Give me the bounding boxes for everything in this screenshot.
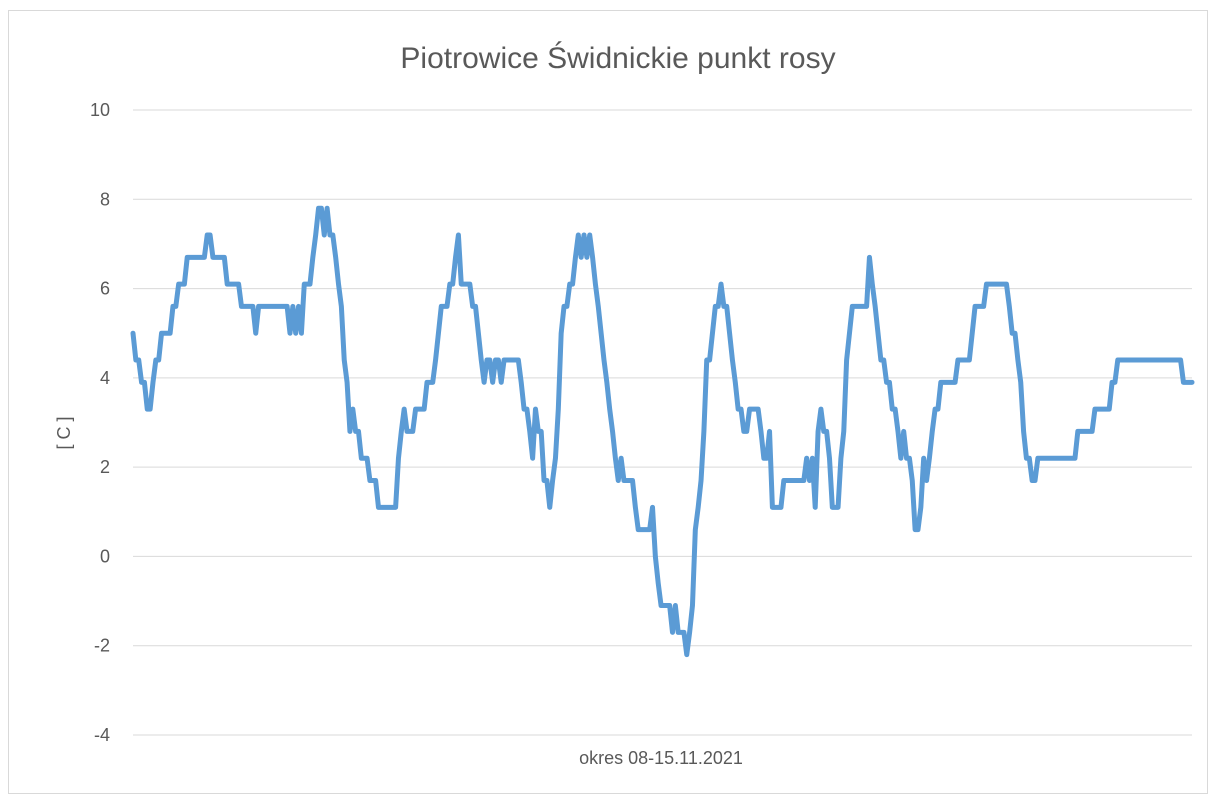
y-tick-label: 2 bbox=[100, 457, 110, 477]
y-axis-title: [ C ] bbox=[54, 416, 74, 449]
y-tick-label: 0 bbox=[100, 546, 110, 566]
x-axis-title: okres 08-15.11.2021 bbox=[579, 748, 743, 768]
y-tick-label: 6 bbox=[100, 279, 110, 299]
dew-point-series-line bbox=[130, 205, 1195, 658]
chart-title: Piotrowice Świdnickie punkt rosy bbox=[400, 41, 835, 75]
y-tick-label: -4 bbox=[94, 725, 110, 745]
y-tick-label: 10 bbox=[90, 100, 110, 120]
gridlines bbox=[133, 109, 1192, 736]
series-layer bbox=[130, 205, 1195, 658]
y-tick-label: -2 bbox=[94, 636, 110, 656]
y-tick-label: 8 bbox=[100, 189, 110, 209]
y-axis-ticks: 10 8 6 4 2 0 -2 -4 bbox=[90, 100, 110, 745]
y-tick-label: 4 bbox=[100, 368, 110, 388]
